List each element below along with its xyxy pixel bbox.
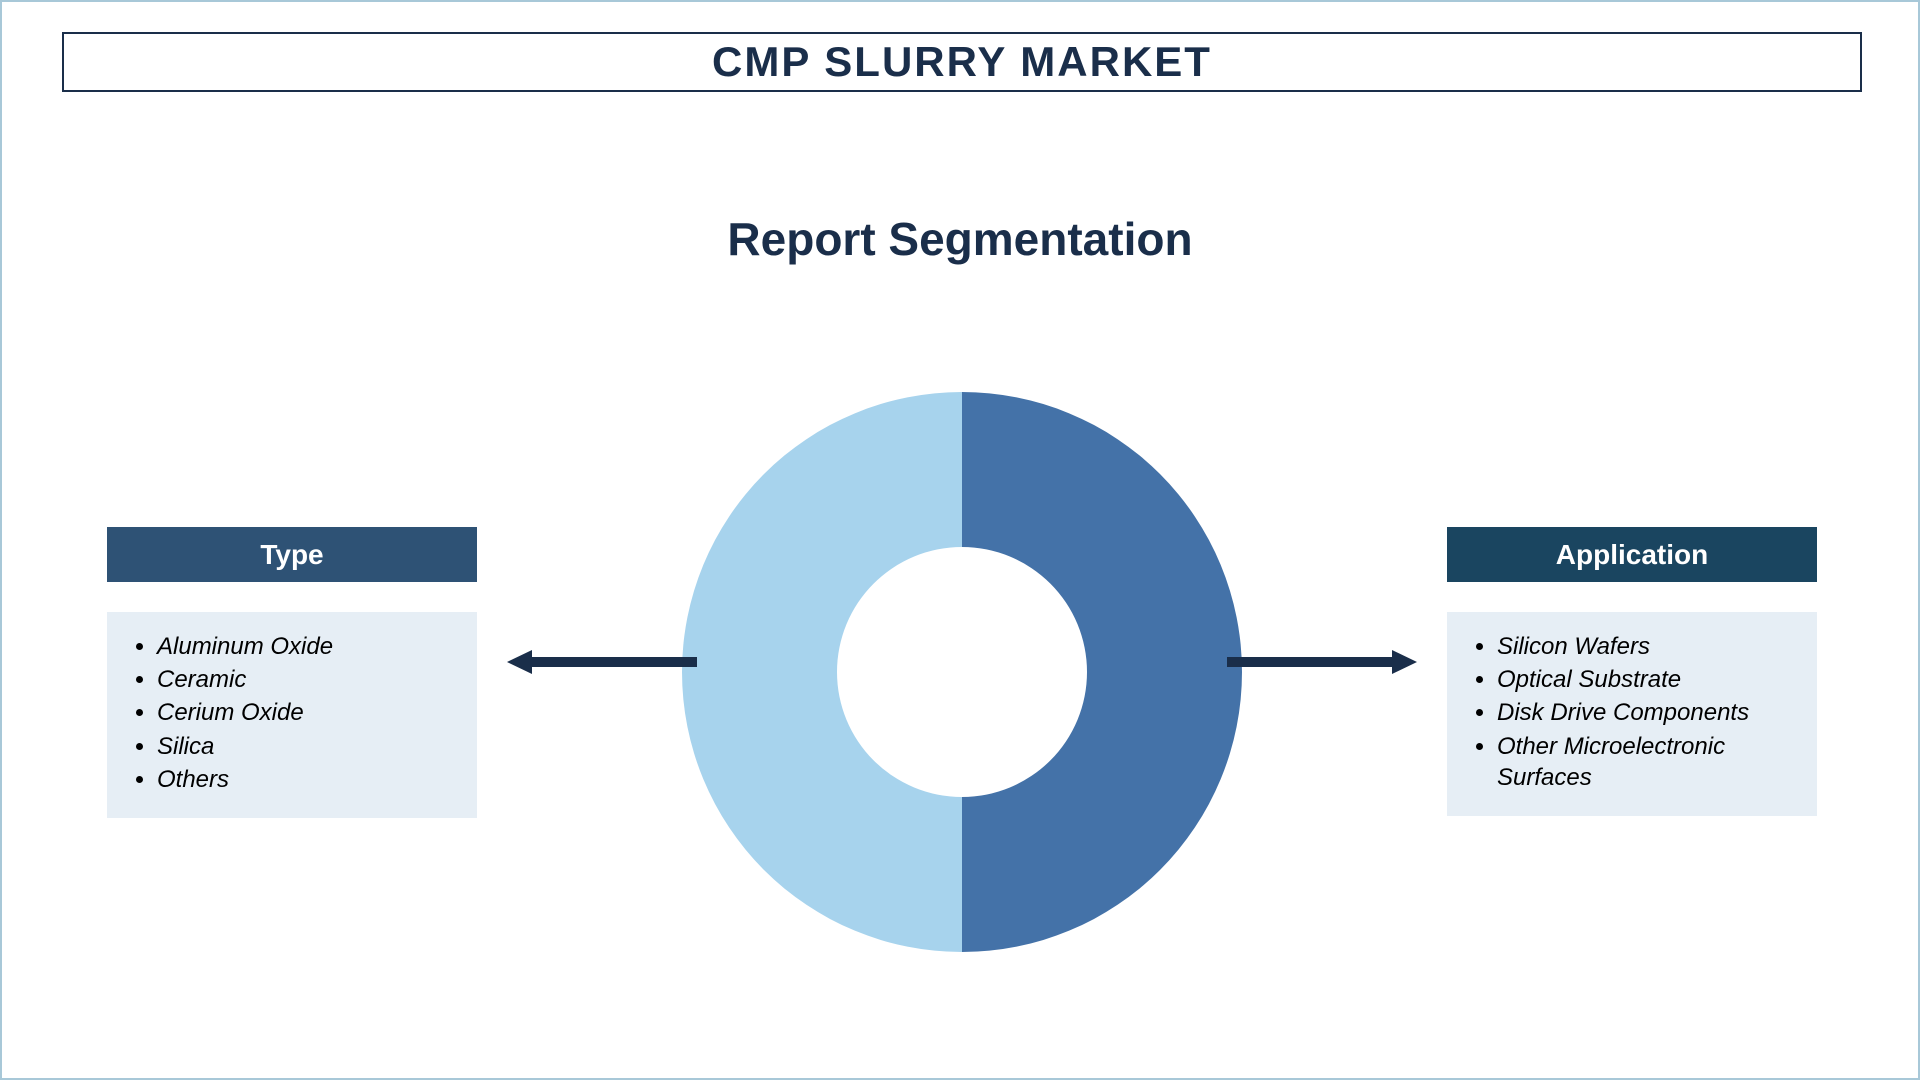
list-item: Ceramic — [157, 663, 455, 696]
list-item: Silicon Wafers — [1497, 630, 1795, 663]
arrow-left — [507, 650, 697, 674]
segment-application-list: Silicon WafersOptical SubstrateDisk Driv… — [1469, 630, 1795, 794]
main-title: CMP SLURRY MARKET — [712, 38, 1212, 86]
list-item: Other Microelectronic Surfaces — [1497, 730, 1795, 794]
main-title-box: CMP SLURRY MARKET — [62, 32, 1862, 92]
list-item: Disk Drive Components — [1497, 696, 1795, 729]
donut-chart — [682, 392, 1242, 952]
segment-type: Type Aluminum OxideCeramicCerium OxideSi… — [107, 527, 477, 818]
list-item: Optical Substrate — [1497, 663, 1795, 696]
list-item: Others — [157, 763, 455, 796]
segment-application: Application Silicon WafersOptical Substr… — [1447, 527, 1817, 816]
list-item: Silica — [157, 730, 455, 763]
segment-type-listbox: Aluminum OxideCeramicCerium OxideSilicaO… — [107, 612, 477, 818]
segment-type-list: Aluminum OxideCeramicCerium OxideSilicaO… — [129, 630, 455, 796]
segment-type-header: Type — [107, 527, 477, 582]
subtitle: Report Segmentation — [727, 212, 1192, 266]
segment-application-listbox: Silicon WafersOptical SubstrateDisk Driv… — [1447, 612, 1817, 816]
segment-application-header: Application — [1447, 527, 1817, 582]
list-item: Cerium Oxide — [157, 696, 455, 729]
arrow-right — [1227, 650, 1417, 674]
list-item: Aluminum Oxide — [157, 630, 455, 663]
